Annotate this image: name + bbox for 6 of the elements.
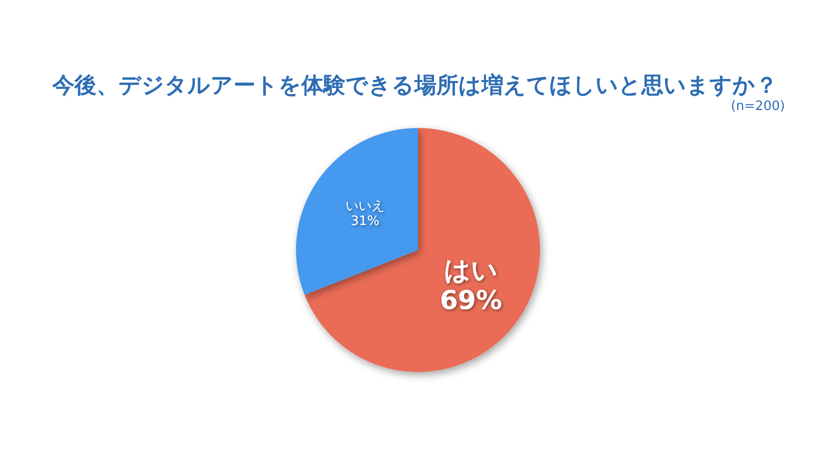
data-label: 69%: [440, 286, 502, 316]
chart-title: 今後、デジタルアートを体験できる場所は増えてほしいと思いますか？: [52, 72, 778, 98]
text: (n=200): [730, 99, 786, 114]
slice-label: いいえ: [346, 199, 385, 214]
data-label: 31%: [350, 214, 380, 230]
slice-label: はい: [444, 256, 498, 286]
